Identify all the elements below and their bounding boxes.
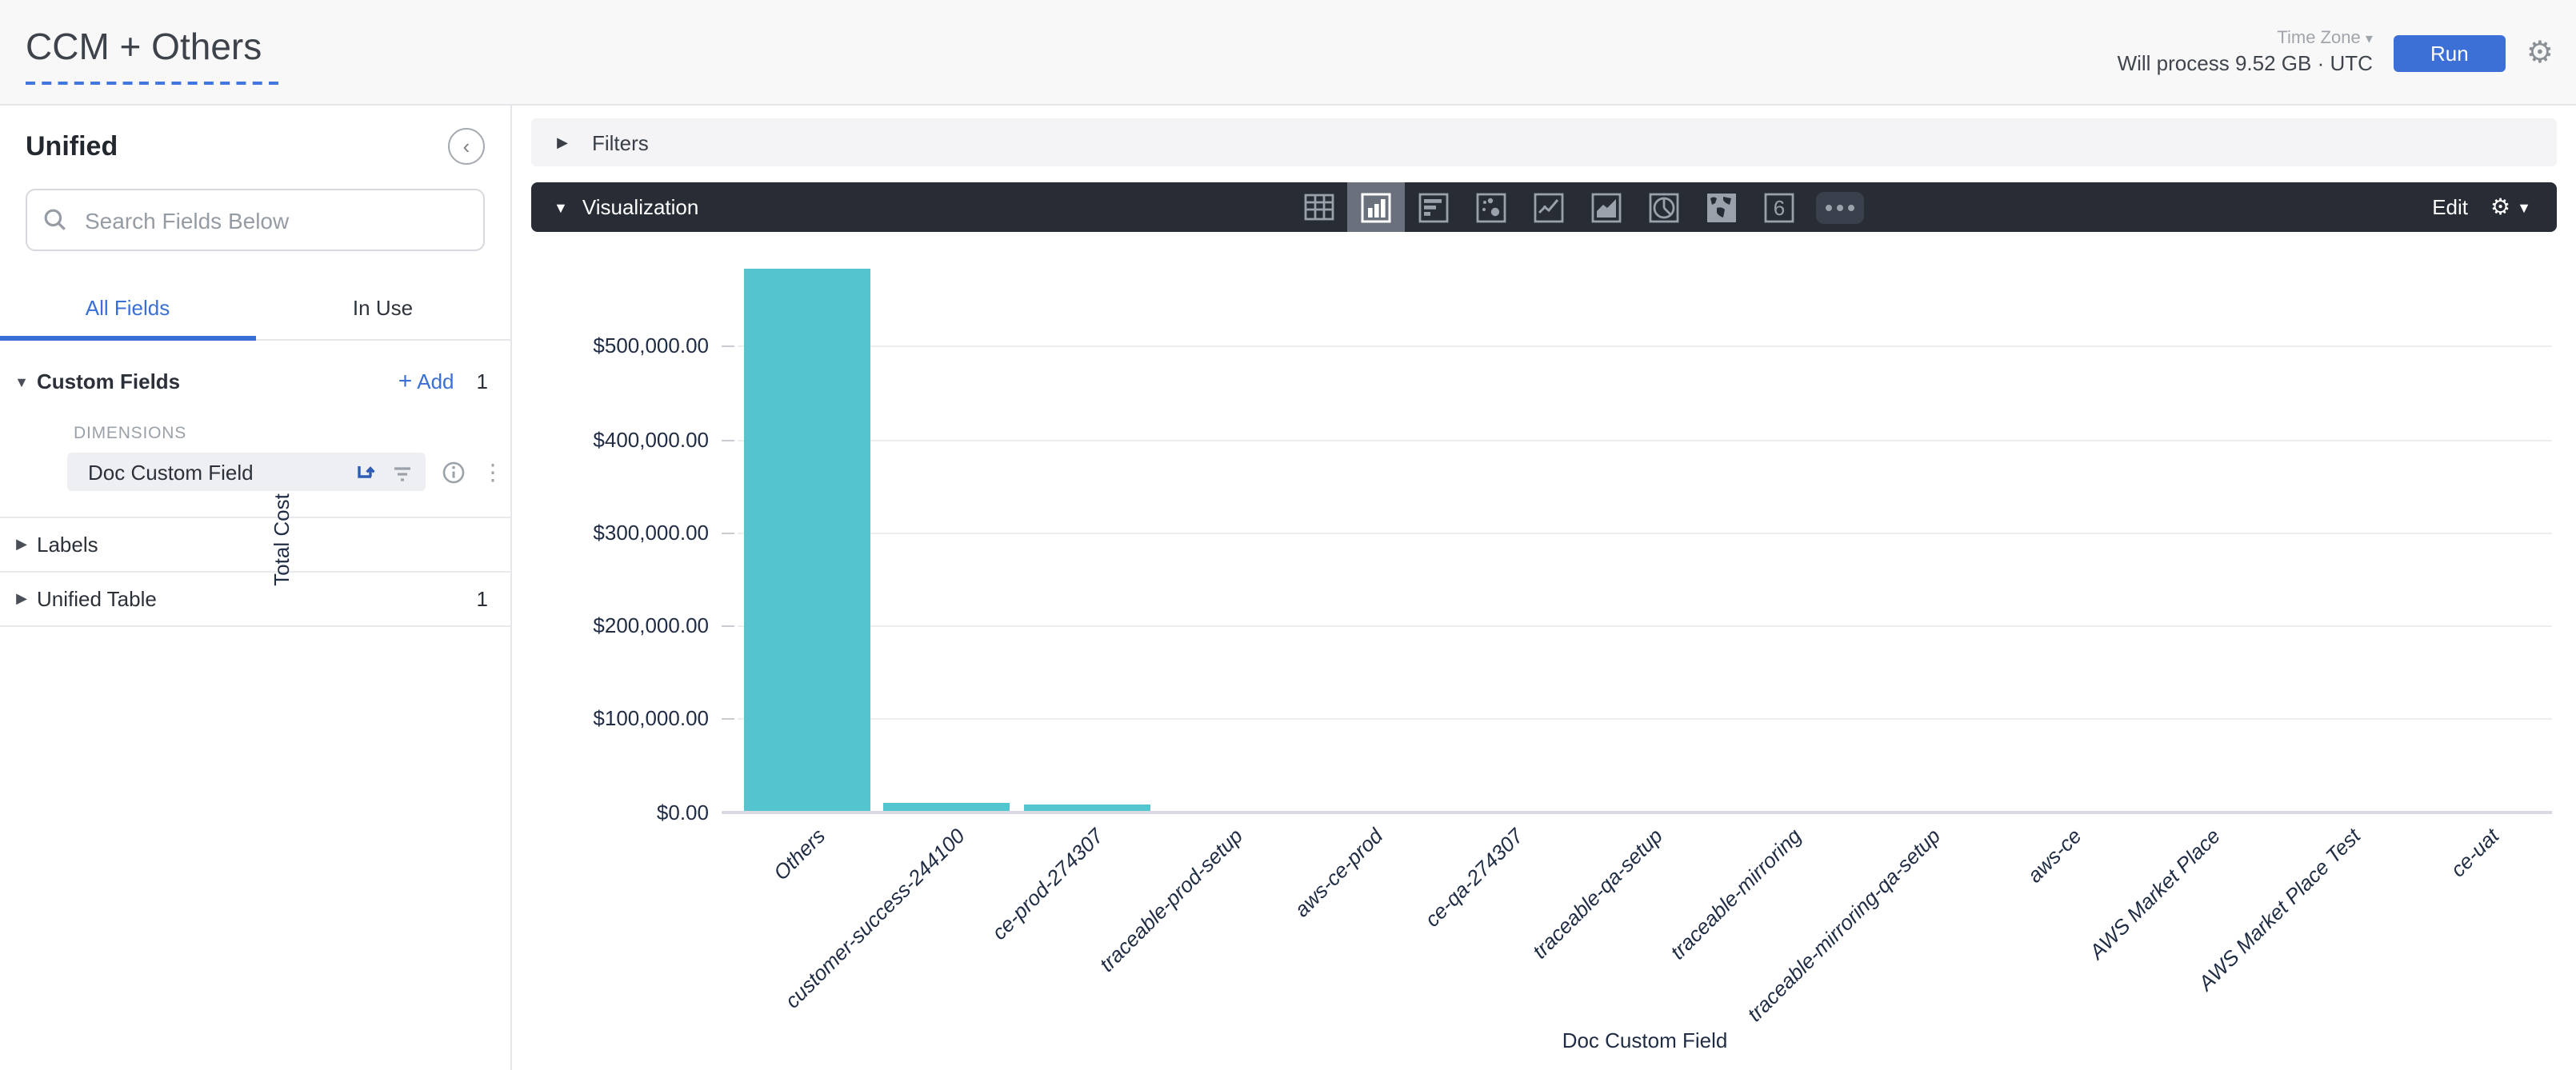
table-icon[interactable]: [1290, 182, 1347, 232]
y-tick-mark: [722, 345, 734, 348]
single-value-glyph: 6: [1774, 195, 1785, 219]
section-custom-fields[interactable]: ▼ Custom Fields + Add 1: [0, 355, 510, 408]
section-count: 1: [476, 369, 488, 393]
line-chart-icon[interactable]: [1520, 182, 1578, 232]
field-row: Doc Custom Field: [67, 453, 510, 491]
chart-type-picker: 6: [1290, 182, 1872, 232]
section-count: 1: [476, 587, 488, 611]
divider: [0, 625, 510, 627]
x-axis-title: Doc Custom Field: [1562, 1028, 1728, 1052]
filters-panel[interactable]: ▶ Filters: [531, 118, 2557, 166]
single-value-icon[interactable]: 6: [1750, 182, 1808, 232]
dimensions-group-label: DIMENSIONS: [74, 424, 187, 443]
viz-settings-button[interactable]: ⚙ ▼: [2490, 194, 2531, 221]
gridline: [738, 718, 2552, 721]
visualization-toolbar: ▼ Visualization: [531, 182, 2557, 232]
section-unified-table[interactable]: ▶ Unified Table 1: [0, 573, 510, 625]
timezone-label: Time Zone: [2277, 29, 2361, 48]
y-tick-label: $200,000.00: [593, 613, 709, 637]
caret-down-icon: ▼: [2517, 199, 2531, 215]
gear-icon[interactable]: ⚙: [2526, 36, 2554, 70]
y-tick-mark: [722, 812, 734, 813]
field-label: Doc Custom Field: [88, 460, 254, 484]
visualization-label: Visualization: [582, 195, 699, 219]
y-tick-label: $300,000.00: [593, 520, 709, 545]
gear-icon: ⚙: [2490, 194, 2511, 219]
bar[interactable]: [744, 269, 871, 812]
info-icon[interactable]: [442, 460, 466, 484]
collapse-sidebar-icon[interactable]: ‹: [448, 128, 485, 165]
query-info: Time Zone ▾ Will process 9.52 GB · UTC: [2118, 29, 2373, 77]
y-tick-label: $400,000.00: [593, 427, 709, 451]
edit-button[interactable]: Edit: [2432, 195, 2469, 219]
search-input[interactable]: [82, 206, 467, 234]
section-labels[interactable]: ▶ Labels: [0, 518, 510, 571]
column-chart-icon[interactable]: [1347, 182, 1405, 232]
y-tick-mark: [722, 439, 734, 441]
y-tick-label: $0.00: [656, 800, 709, 824]
caret-down-icon: ▼: [554, 199, 568, 215]
sidebar-tabs: All Fields In Use: [0, 277, 510, 341]
caret-right-icon[interactable]: ▶: [557, 134, 568, 150]
plus-icon: +: [398, 368, 413, 395]
page-title[interactable]: CCM + Others: [26, 26, 278, 85]
divider: [0, 571, 510, 573]
more-icon[interactable]: [1808, 182, 1872, 232]
area-chart-icon[interactable]: [1578, 182, 1635, 232]
header-actions: Time Zone ▾ Will process 9.52 GB · UTC R…: [2118, 0, 2554, 106]
y-tick-mark: [722, 718, 734, 721]
scatter-chart-icon[interactable]: [1462, 182, 1520, 232]
process-info: Will process 9.52 GB · UTC: [2117, 50, 2373, 75]
caret-right-icon[interactable]: ▶: [16, 590, 27, 606]
pie-chart-icon[interactable]: [1635, 182, 1693, 232]
section-label: Custom Fields: [37, 369, 181, 393]
bar-chart-icon[interactable]: [1405, 182, 1462, 232]
y-tick-label: $500,000.00: [593, 333, 709, 358]
divider: [0, 517, 510, 518]
visualization-toggle[interactable]: ▼ Visualization: [554, 182, 698, 232]
filters-label: Filters: [592, 130, 649, 154]
y-tick-mark: [722, 625, 734, 627]
filter-icon[interactable]: [392, 461, 413, 482]
field-search: [26, 189, 485, 251]
y-tick-mark: [722, 532, 734, 534]
active-tab-underline: [0, 336, 256, 341]
tab-in-use[interactable]: In Use: [352, 296, 414, 320]
more-vert-icon[interactable]: ⋮: [482, 459, 504, 485]
field-doc-custom-field[interactable]: Doc Custom Field: [67, 453, 426, 491]
y-tick-label: $100,000.00: [593, 706, 709, 731]
run-button[interactable]: Run: [2393, 34, 2506, 71]
gridline: [738, 439, 2552, 441]
map-chart-icon[interactable]: [1693, 182, 1750, 232]
sidebar-title: Unified: [26, 130, 118, 161]
search-icon: [44, 209, 66, 230]
gridline: [738, 345, 2552, 348]
gridline: [738, 625, 2552, 627]
timezone-selector[interactable]: Time Zone ▾: [2277, 29, 2373, 51]
header-bar: CCM + Others Time Zone ▾ Will process 9.…: [0, 0, 2576, 106]
gridline: [738, 532, 2552, 534]
add-custom-field-button[interactable]: + Add: [398, 368, 454, 395]
section-label: Labels: [37, 533, 98, 557]
caret-down-icon[interactable]: ▼: [14, 373, 29, 389]
field-sidebar: Unified ‹ All Fields In Use ▼ Custom Fie…: [0, 106, 512, 1070]
bar[interactable]: [883, 802, 1010, 812]
caret-right-icon[interactable]: ▶: [16, 536, 27, 552]
section-label: Unified Table: [37, 587, 157, 611]
tab-all-fields[interactable]: All Fields: [85, 296, 170, 320]
pivot-icon[interactable]: [355, 461, 378, 483]
bar[interactable]: [1023, 804, 1150, 812]
chevron-down-icon: ▾: [2365, 30, 2373, 46]
